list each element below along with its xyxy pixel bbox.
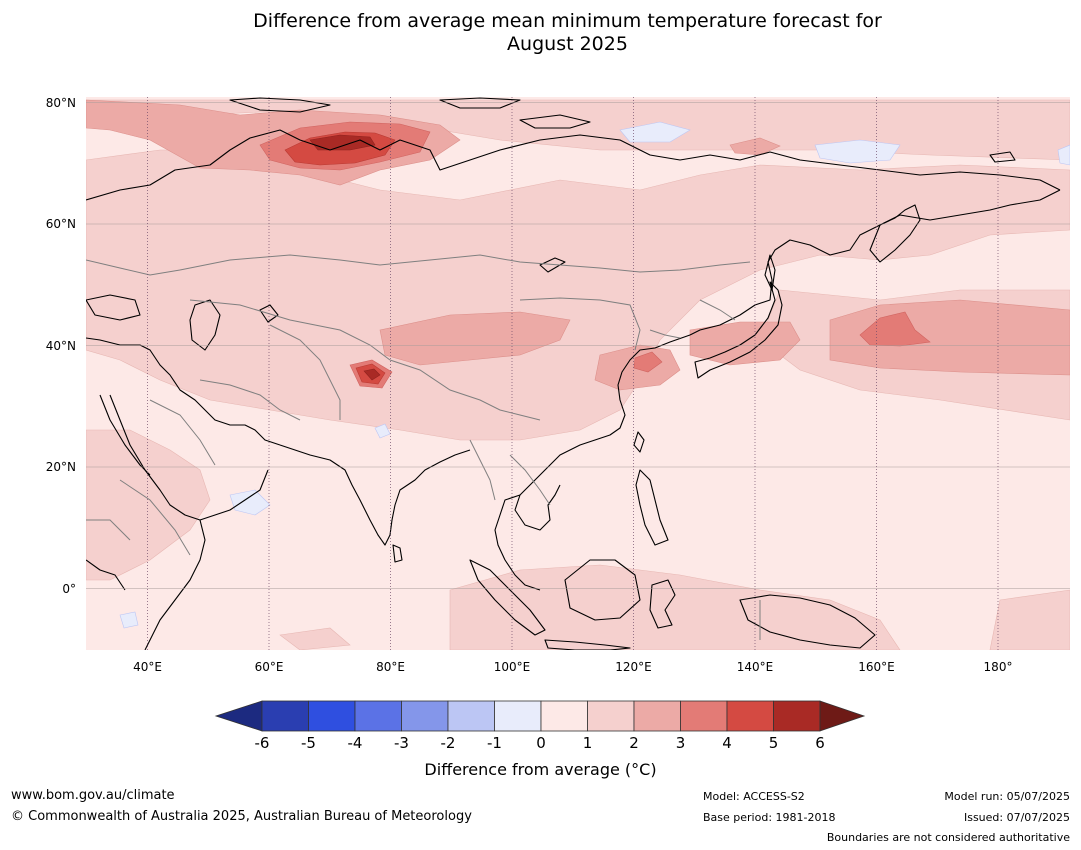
- lon-label-40e: 40°E: [133, 660, 162, 674]
- colorbar-tick-label: 2: [629, 734, 639, 752]
- chart-title: Difference from average mean minimum tem…: [0, 10, 1081, 56]
- lon-label-180: 180°: [984, 660, 1013, 674]
- map-panel: [86, 97, 1070, 650]
- lon-label-80e: 80°E: [376, 660, 405, 674]
- title-line-1: Difference from average mean minimum tem…: [253, 10, 882, 32]
- colorbar-extension-high: [819, 700, 866, 732]
- colorbar-segment: [540, 700, 588, 732]
- colorbar-tick-label: 0: [536, 734, 546, 752]
- website-link[interactable]: www.bom.gov.au/climate: [11, 788, 175, 803]
- colorbar-tick-label: -3: [394, 734, 409, 752]
- lon-label-100e: 100°E: [494, 660, 531, 674]
- colorbar-segment: [680, 700, 728, 732]
- lat-label-40n: 40°N: [46, 339, 76, 353]
- colorbar-segment: [494, 700, 542, 732]
- colorbar-segment: [261, 700, 309, 732]
- anomaly-5-6-regions: [309, 134, 381, 381]
- lat-label-20n: 20°N: [46, 460, 76, 474]
- colorbar: -6 -5 -4 -3 -2 -1 0 1 2 3 4 5 6: [214, 700, 866, 752]
- colorbar-tick-label: -2: [441, 734, 456, 752]
- lon-label-160e: 160°E: [858, 660, 895, 674]
- colorbar-tick-label: -5: [301, 734, 316, 752]
- base-period-text: Base period: 1981-2018: [703, 811, 836, 824]
- colorbar-tick-label: 3: [676, 734, 686, 752]
- colorbar-extension-low: [214, 700, 263, 732]
- colorbar-segment: [633, 700, 681, 732]
- colorbar-segment: [726, 700, 774, 732]
- issued-text: Issued: 07/07/2025: [963, 811, 1070, 824]
- latitude-labels: 80°N 60°N 40°N 20°N 0°: [46, 96, 76, 596]
- colorbar-segment: [773, 700, 821, 732]
- colorbar-segment: [401, 700, 449, 732]
- copyright-text: © Commonwealth of Australia 2025, Austra…: [11, 809, 472, 824]
- colorbar-tick-label: -4: [348, 734, 363, 752]
- lat-label-0: 0°: [62, 582, 76, 596]
- model-text: Model: ACCESS-S2: [703, 790, 805, 803]
- country-borders: [86, 254, 761, 640]
- colorbar-tick-label: -6: [255, 734, 270, 752]
- colorbar-tick-label: 5: [769, 734, 779, 752]
- colorbar-tick-label: 1: [583, 734, 593, 752]
- colorbar-tick-label: 6: [815, 734, 825, 752]
- lon-label-60e: 60°E: [255, 660, 284, 674]
- model-run-text: Model run: 05/07/2025: [944, 790, 1070, 803]
- lon-label-120e: 120°E: [615, 660, 652, 674]
- colorbar-tick-label: -1: [487, 734, 502, 752]
- latitude-gridlines: [86, 102, 1070, 589]
- boundaries-note: Boundaries are not considered authoritat…: [826, 831, 1070, 844]
- colorbar-title: Difference from average (°C): [424, 760, 657, 779]
- lat-label-60n: 60°N: [46, 217, 76, 231]
- colorbar-segment: [354, 700, 402, 732]
- lon-label-140e: 140°E: [737, 660, 774, 674]
- title-line-2: August 2025: [507, 33, 628, 55]
- colorbar-segment: [447, 700, 495, 732]
- colorbar-segment: [308, 700, 356, 732]
- coastlines: [86, 97, 1061, 650]
- longitude-labels: 40°E 60°E 80°E 100°E 120°E 140°E 160°E 1…: [133, 660, 1012, 674]
- colorbar-segment: [587, 700, 635, 732]
- lat-label-80n: 80°N: [46, 96, 76, 110]
- colorbar-tick-label: 4: [722, 734, 732, 752]
- anomaly-minus1-0-regions: [119, 121, 1070, 629]
- longitude-gridlines: [147, 97, 999, 650]
